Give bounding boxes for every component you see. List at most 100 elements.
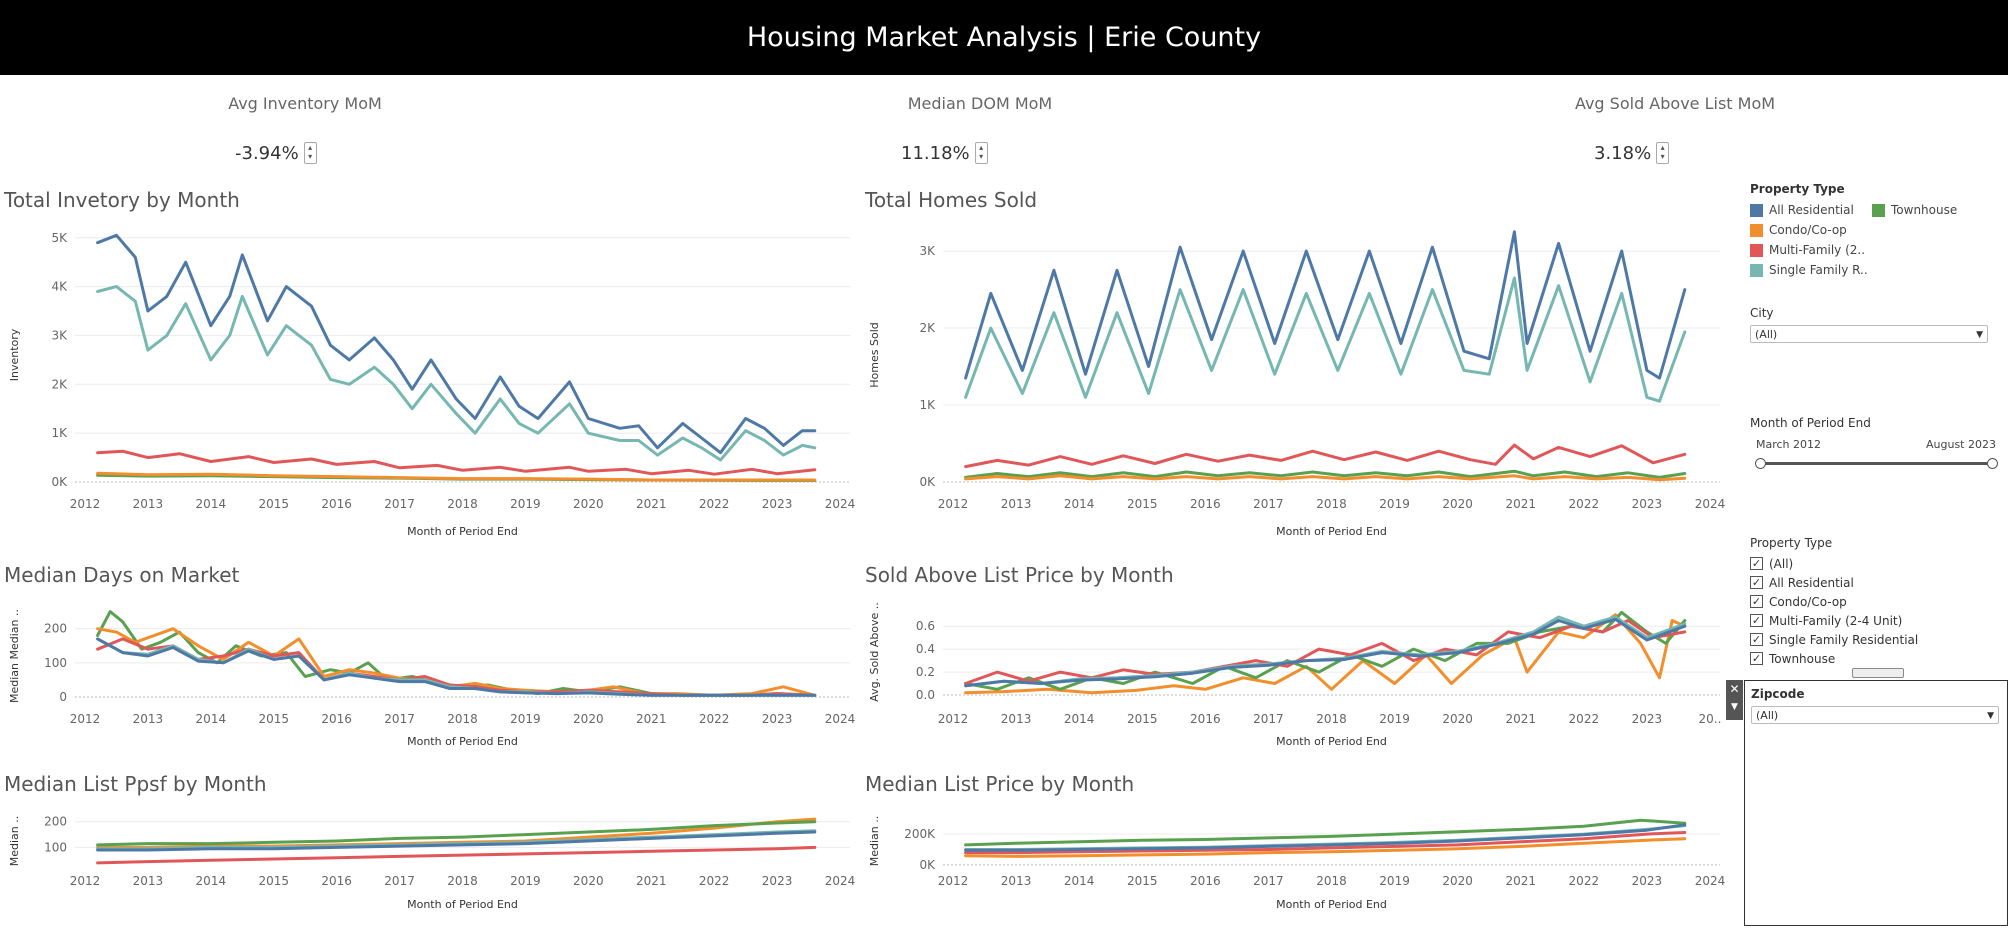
sold-above-list-line-chart[interactable]: 0.0 0.2 0.4 0.6 2012 2013 2014 2015 2016 2017 2018… [862,595,1722,755]
x-tick-label: 2024 [1695,497,1726,511]
slider-start-handle[interactable] [1755,458,1766,469]
legend-label: Single Family R.. [1769,263,1868,277]
slider-end-handle[interactable] [1987,458,1998,469]
legend-item-all-residential[interactable]: All Residential [1750,200,1872,220]
y-tick-label: 0.6 [916,619,935,633]
x-tick-label: 2022 [699,497,730,511]
chevron-down-icon[interactable]: ▼ [1731,702,1738,712]
y-axis-label: Homes Sold [868,322,881,387]
checkbox-checked-icon[interactable]: ✓ [1750,652,1763,665]
series-line-all-residential [964,823,1687,852]
series-line-townhouse [964,818,1687,847]
x-tick-label: 2018 [447,497,478,511]
checkbox-option-multi-family[interactable]: ✓ Multi-Family (2-4 Unit) [1750,611,2000,630]
sort-toggle-icon[interactable]: ▴ ▾ [303,142,317,164]
kpi-value-row: 3.18% ▴ ▾ [1594,142,1670,164]
y-tick-label: 1K [51,426,68,440]
checkbox-label: All Residential [1769,575,1854,590]
checkbox-option-townhouse[interactable]: ✓ Townhouse [1750,649,2000,668]
x-tick-label: 2022 [1569,712,1600,726]
legend-label: Townhouse [1891,203,1958,217]
x-tick-label: 2023 [762,497,793,511]
x-tick-label: 2021 [636,497,667,511]
y-tick-label: 4K [51,280,68,294]
legend-label: Multi-Family (2.. [1769,243,1866,257]
x-tick-label: 2013 [133,712,164,726]
legend-item-townhouse[interactable]: Townhouse [1872,200,1992,220]
legend-title: Property Type [1750,182,1845,196]
checkbox-checked-icon[interactable]: ✓ [1750,576,1763,589]
close-icon[interactable]: ✕ [1729,682,1740,696]
property-type-legend: Property Type All Residential Townhouse … [1750,182,2000,280]
series-line-all-residential [96,637,817,697]
series-line-townhouse [96,820,817,847]
x-tick-label: 2013 [1001,497,1032,511]
x-tick-label: 2017 [384,874,415,888]
x-tick-label: 2018 [447,712,478,726]
checkbox-checked-icon[interactable]: ✓ [1750,557,1763,570]
checkbox-option-all[interactable]: ✓ (All) [1750,554,2000,573]
checkbox-option-condo[interactable]: ✓ Condo/Co-op [1750,592,2000,611]
chart-title: Total Invetory by Month [4,188,240,212]
checkbox-label: (All) [1769,556,1794,571]
x-tick-label: 2020 [573,712,604,726]
x-tick-label: 2014 [1064,712,1095,726]
sort-toggle-icon[interactable]: ▴ ▾ [974,142,988,164]
y-axis-label: Median .. [868,816,881,867]
series-line-condo-co-op [964,837,1687,858]
x-tick-label: 2015 [258,497,289,511]
dashboard-header: Housing Market Analysis | Erie County [0,0,2008,75]
legend-swatch [1750,243,1763,257]
median-list-ppsf-line-chart[interactable]: 100 200 2012 2013 2014 2015 2016 2017 2018 2019 20… [0,800,860,918]
panel-toolbar: ✕ ▼ [1726,680,1743,720]
x-tick-label: 2019 [1379,712,1410,726]
series-line-all-residential [964,230,1687,380]
y-axis-label: Inventory [8,328,21,381]
median-dom-line-chart[interactable]: 0 100 200 2012 2013 2014 2015 2016 2017 2018 2019 2… [0,595,860,755]
homes-sold-line-chart[interactable]: 0K 1K 2K 3K 2012 2013 2014 2015 2016 2017 2018 2019… [862,220,1725,550]
legend-swatch [1750,223,1763,237]
series-line-multi-family [964,619,1687,685]
resize-handle[interactable] [1852,668,1904,678]
checkbox-checked-icon[interactable]: ✓ [1750,614,1763,627]
median-list-price-line-chart[interactable]: 0K 200K 2012 2013 2014 2015 2016 2017 2018 2019 20… [862,800,1725,918]
checkbox-checked-icon[interactable]: ✓ [1750,595,1763,608]
checkbox-checked-icon[interactable]: ✓ [1750,633,1763,646]
checkbox-option-single-family[interactable]: ✓ Single Family Residential [1750,630,2000,649]
x-tick-label: 2019 [1379,497,1410,511]
city-dropdown[interactable]: (All) ▼ [1750,325,1988,343]
x-tick-label: 2019 [510,497,541,511]
legend-item-multi-family[interactable]: Multi-Family (2.. [1750,240,1872,260]
x-tick-label: 2023 [762,712,793,726]
x-tick-label: 2021 [1505,874,1536,888]
x-tick-label: 2015 [258,712,289,726]
y-tick-label: 0.0 [916,688,935,702]
property-filter-label: Property Type [1750,536,1833,550]
checkbox-option-all-residential[interactable]: ✓ All Residential [1750,573,2000,592]
x-tick-label: 2016 [321,497,352,511]
inventory-line-chart[interactable]: 0K 1K 2K 3K 4K 5K 2012 2013 2014 2015 2016 2017 2018… [0,220,860,550]
x-tick-label: 2012 [938,712,969,726]
checkbox-label: Condo/Co-op [1769,594,1847,609]
period-slider[interactable] [1750,456,2000,470]
x-tick-label: 2014 [1064,874,1095,888]
legend-item-condo[interactable]: Condo/Co-op [1750,220,1872,240]
x-tick-label: 2017 [1253,874,1284,888]
x-tick-label: 2015 [1127,712,1158,726]
x-tick-label: 2024 [825,712,856,726]
sort-toggle-icon[interactable]: ▴ ▾ [1656,142,1670,164]
x-axis-label: Month of Period End [1276,525,1387,538]
x-tick-label: 2020 [573,497,604,511]
x-tick-label: 2014 [196,874,227,888]
chart-title: Median List Price by Month [865,772,1135,796]
x-tick-label: 2024 [825,874,856,888]
x-tick-label: 2022 [699,874,730,888]
zipcode-dropdown-value: (All) [1756,709,1779,722]
x-tick-label: 2021 [636,874,667,888]
x-tick-label: 2020 [1442,712,1473,726]
legend-item-single-family[interactable]: Single Family R.. [1750,260,1872,280]
chart-title: Median List Ppsf by Month [4,772,267,796]
zipcode-dropdown[interactable]: (All) ▼ [1751,706,1999,724]
x-axis-label: Month of Period End [407,735,518,748]
x-tick-label: 2020 [1442,497,1473,511]
